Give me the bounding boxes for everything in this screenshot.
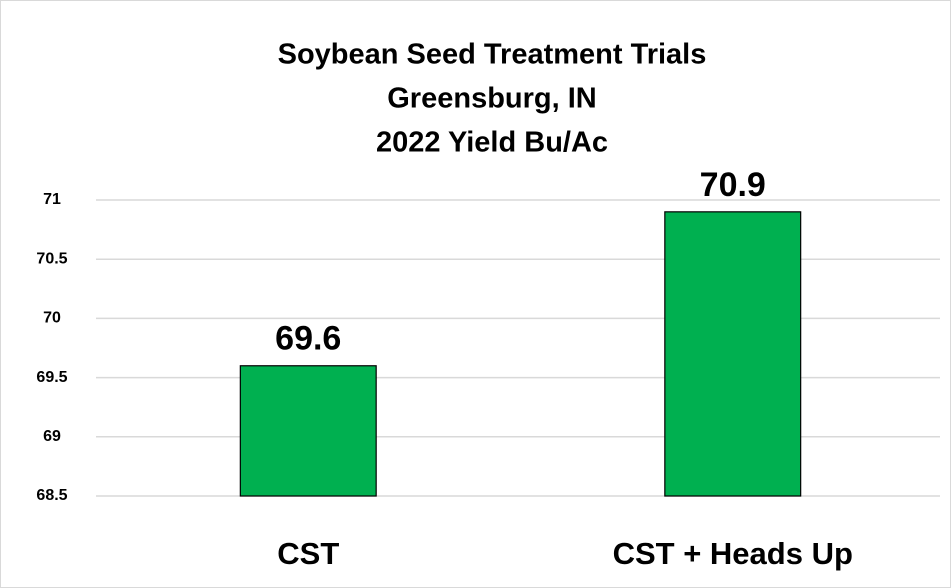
x-tick-label: CST <box>277 536 339 571</box>
chart-title: Soybean Seed Treatment Trials <box>278 39 707 71</box>
chart-title: Greensburg, IN <box>387 83 597 115</box>
y-tick-label: 70 <box>43 310 61 327</box>
y-tick-label: 68.5 <box>36 487 67 504</box>
y-tick-label: 69 <box>43 428 61 445</box>
y-tick-label: 71 <box>43 191 61 208</box>
data-label: 69.6 <box>275 320 341 358</box>
y-tick-label: 69.5 <box>36 369 67 386</box>
chart-title: 2022 Yield Bu/Ac <box>376 127 608 159</box>
data-label: 70.9 <box>700 166 766 204</box>
bar <box>664 211 802 497</box>
x-tick-label: CST + Heads Up <box>613 536 853 571</box>
y-tick-label: 70.5 <box>36 250 67 267</box>
bar <box>239 365 377 497</box>
